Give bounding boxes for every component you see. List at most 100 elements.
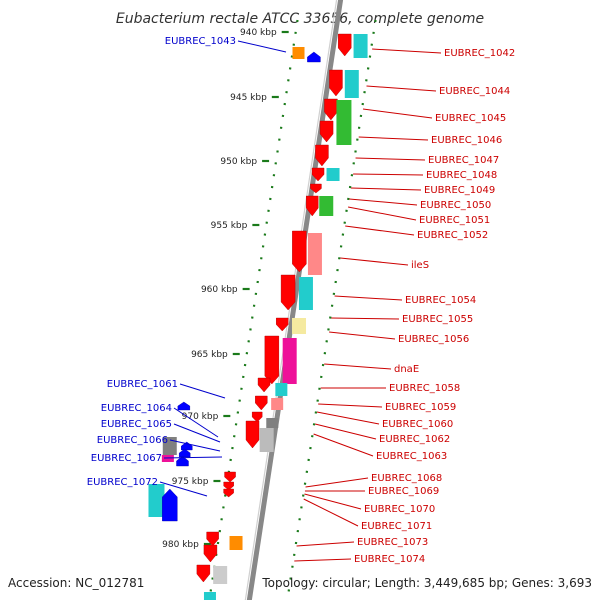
right-leader-line (362, 108, 433, 119)
cds-forward-arrow (176, 455, 189, 467)
feature-box (148, 484, 165, 517)
feature-box (161, 455, 174, 462)
cds-forward-arrow (179, 448, 191, 458)
feature-box (292, 318, 307, 334)
right-gene-label: EUBREC_1069 (368, 486, 439, 497)
scale-tick-label: 975 kbp (172, 477, 209, 487)
right-gene-label: EUBREC_1045 (435, 113, 506, 124)
cds-reverse-arrow (251, 411, 263, 423)
feature-box (229, 536, 243, 550)
right-leader-line (304, 493, 362, 510)
cds-forward-arrow (307, 51, 321, 63)
scale-tick-label: 940 kbp (240, 28, 277, 38)
right-gene-label: dnaE (394, 364, 419, 375)
cds-reverse-arrow (196, 564, 211, 583)
right-leader-line (324, 363, 392, 370)
right-gene-label: EUBREC_1044 (439, 86, 510, 97)
right-leader-line (349, 198, 418, 206)
right-gene-label: EUBREC_1060 (382, 419, 453, 430)
left-leader-line (173, 423, 221, 443)
right-gene-label: EUBREC_1059 (385, 402, 456, 413)
right-leader-line (358, 136, 429, 141)
feature-box (203, 592, 216, 600)
cds-reverse-arrow (280, 274, 296, 311)
cds-forward-arrow (162, 488, 178, 522)
right-gene-label: EUBREC_1047 (428, 155, 499, 166)
scale-tick-label: 950 kbp (220, 157, 257, 167)
right-gene-label: EUBREC_1046 (431, 135, 502, 146)
cds-reverse-arrow (319, 120, 334, 143)
feature-box (298, 277, 313, 310)
feature-box (271, 398, 284, 410)
right-leader-line (318, 403, 383, 408)
feature-box (326, 168, 340, 181)
right-gene-label: EUBREC_1058 (389, 383, 460, 394)
feature-box (336, 100, 352, 145)
scale-tick-label: 955 kbp (211, 221, 248, 231)
left-leader-line (159, 481, 208, 497)
accession-text: Accession: NC_012781 (8, 576, 144, 590)
right-gene-label: EUBREC_1054 (405, 295, 476, 306)
cds-reverse-arrow (324, 98, 338, 121)
right-leader-line (329, 331, 396, 340)
right-gene-label: EUBREC_1068 (371, 473, 442, 484)
right-leader-line (345, 225, 415, 236)
left-gene-label: EUBREC_1061 (107, 379, 178, 390)
left-gene-label: EUBREC_1066 (97, 435, 168, 446)
right-gene-label: EUBREC_1048 (426, 170, 497, 181)
feature-box (259, 428, 274, 452)
cds-reverse-arrow (206, 531, 219, 547)
left-leader-line (179, 383, 226, 399)
feature-box (353, 34, 368, 58)
scale-tick-label: 980 kbp (162, 540, 199, 550)
right-gene-label: EUBREC_1050 (420, 200, 491, 211)
genome-title: Eubacterium rectale ATCC 33656, complete… (116, 11, 484, 27)
right-leader-line (314, 423, 377, 440)
right-leader-line (348, 206, 417, 221)
left-gene-label: EUBREC_1065 (101, 419, 172, 430)
feature-box (162, 437, 177, 455)
cds-reverse-arrow (255, 395, 268, 411)
left-leader-line (163, 456, 223, 459)
feature-box (282, 338, 297, 384)
left-leader-line (173, 407, 219, 438)
cds-reverse-arrow (306, 195, 319, 217)
right-gene-label: EUBREC_1074 (354, 554, 425, 565)
left-dotted-track (208, 19, 299, 600)
cds-reverse-arrow (264, 335, 280, 385)
right-gene-label: EUBREC_1056 (398, 334, 469, 345)
feature-box (319, 196, 334, 216)
right-gene-label: EUBREC_1062 (379, 434, 450, 445)
scale-tick-label: 970 kbp (182, 412, 219, 422)
right-gene-label: EUBREC_1049 (424, 185, 495, 196)
right-leader-line (353, 173, 424, 176)
map-diagram: 940 kbp 945 kbp 950 kbp 955 kbp 960 kbp 965 k… (87, 0, 515, 600)
right-leader-line (331, 317, 400, 320)
right-leader-line (296, 541, 355, 547)
scale-tick-label: 945 kbp (230, 93, 267, 103)
left-gene-label: EUBREC_1064 (101, 403, 172, 414)
left-leader-line (169, 439, 221, 452)
scale-tick-label: 965 kbp (191, 350, 228, 360)
left-gene-label: EUBREC_1072 (87, 477, 158, 488)
topology-text: Topology: circular; Length: 3,449,685 bp… (261, 576, 592, 590)
right-leader-line (334, 295, 403, 301)
right-gene-label: EUBREC_1063 (376, 451, 447, 462)
feature-box (307, 233, 322, 275)
right-gene-label: ileS (411, 260, 429, 271)
cds-reverse-arrow (276, 317, 289, 332)
right-leader-line (294, 558, 352, 562)
left-leader-line (237, 40, 287, 53)
cds-forward-arrow (177, 401, 191, 411)
right-gene-label: EUBREC_1055 (402, 314, 473, 325)
right-leader-line (366, 85, 437, 92)
right-leader-line (303, 498, 359, 527)
right-leader-line (316, 411, 380, 425)
right-gene-label: EUBREC_1073 (357, 537, 428, 548)
right-leader-line (305, 477, 369, 488)
feature-box (344, 70, 359, 98)
cds-reverse-arrow (311, 167, 325, 182)
cds-reverse-arrow (338, 33, 352, 57)
right-gene-label: EUBREC_1071 (361, 521, 432, 532)
cds-reverse-arrow (257, 377, 271, 393)
